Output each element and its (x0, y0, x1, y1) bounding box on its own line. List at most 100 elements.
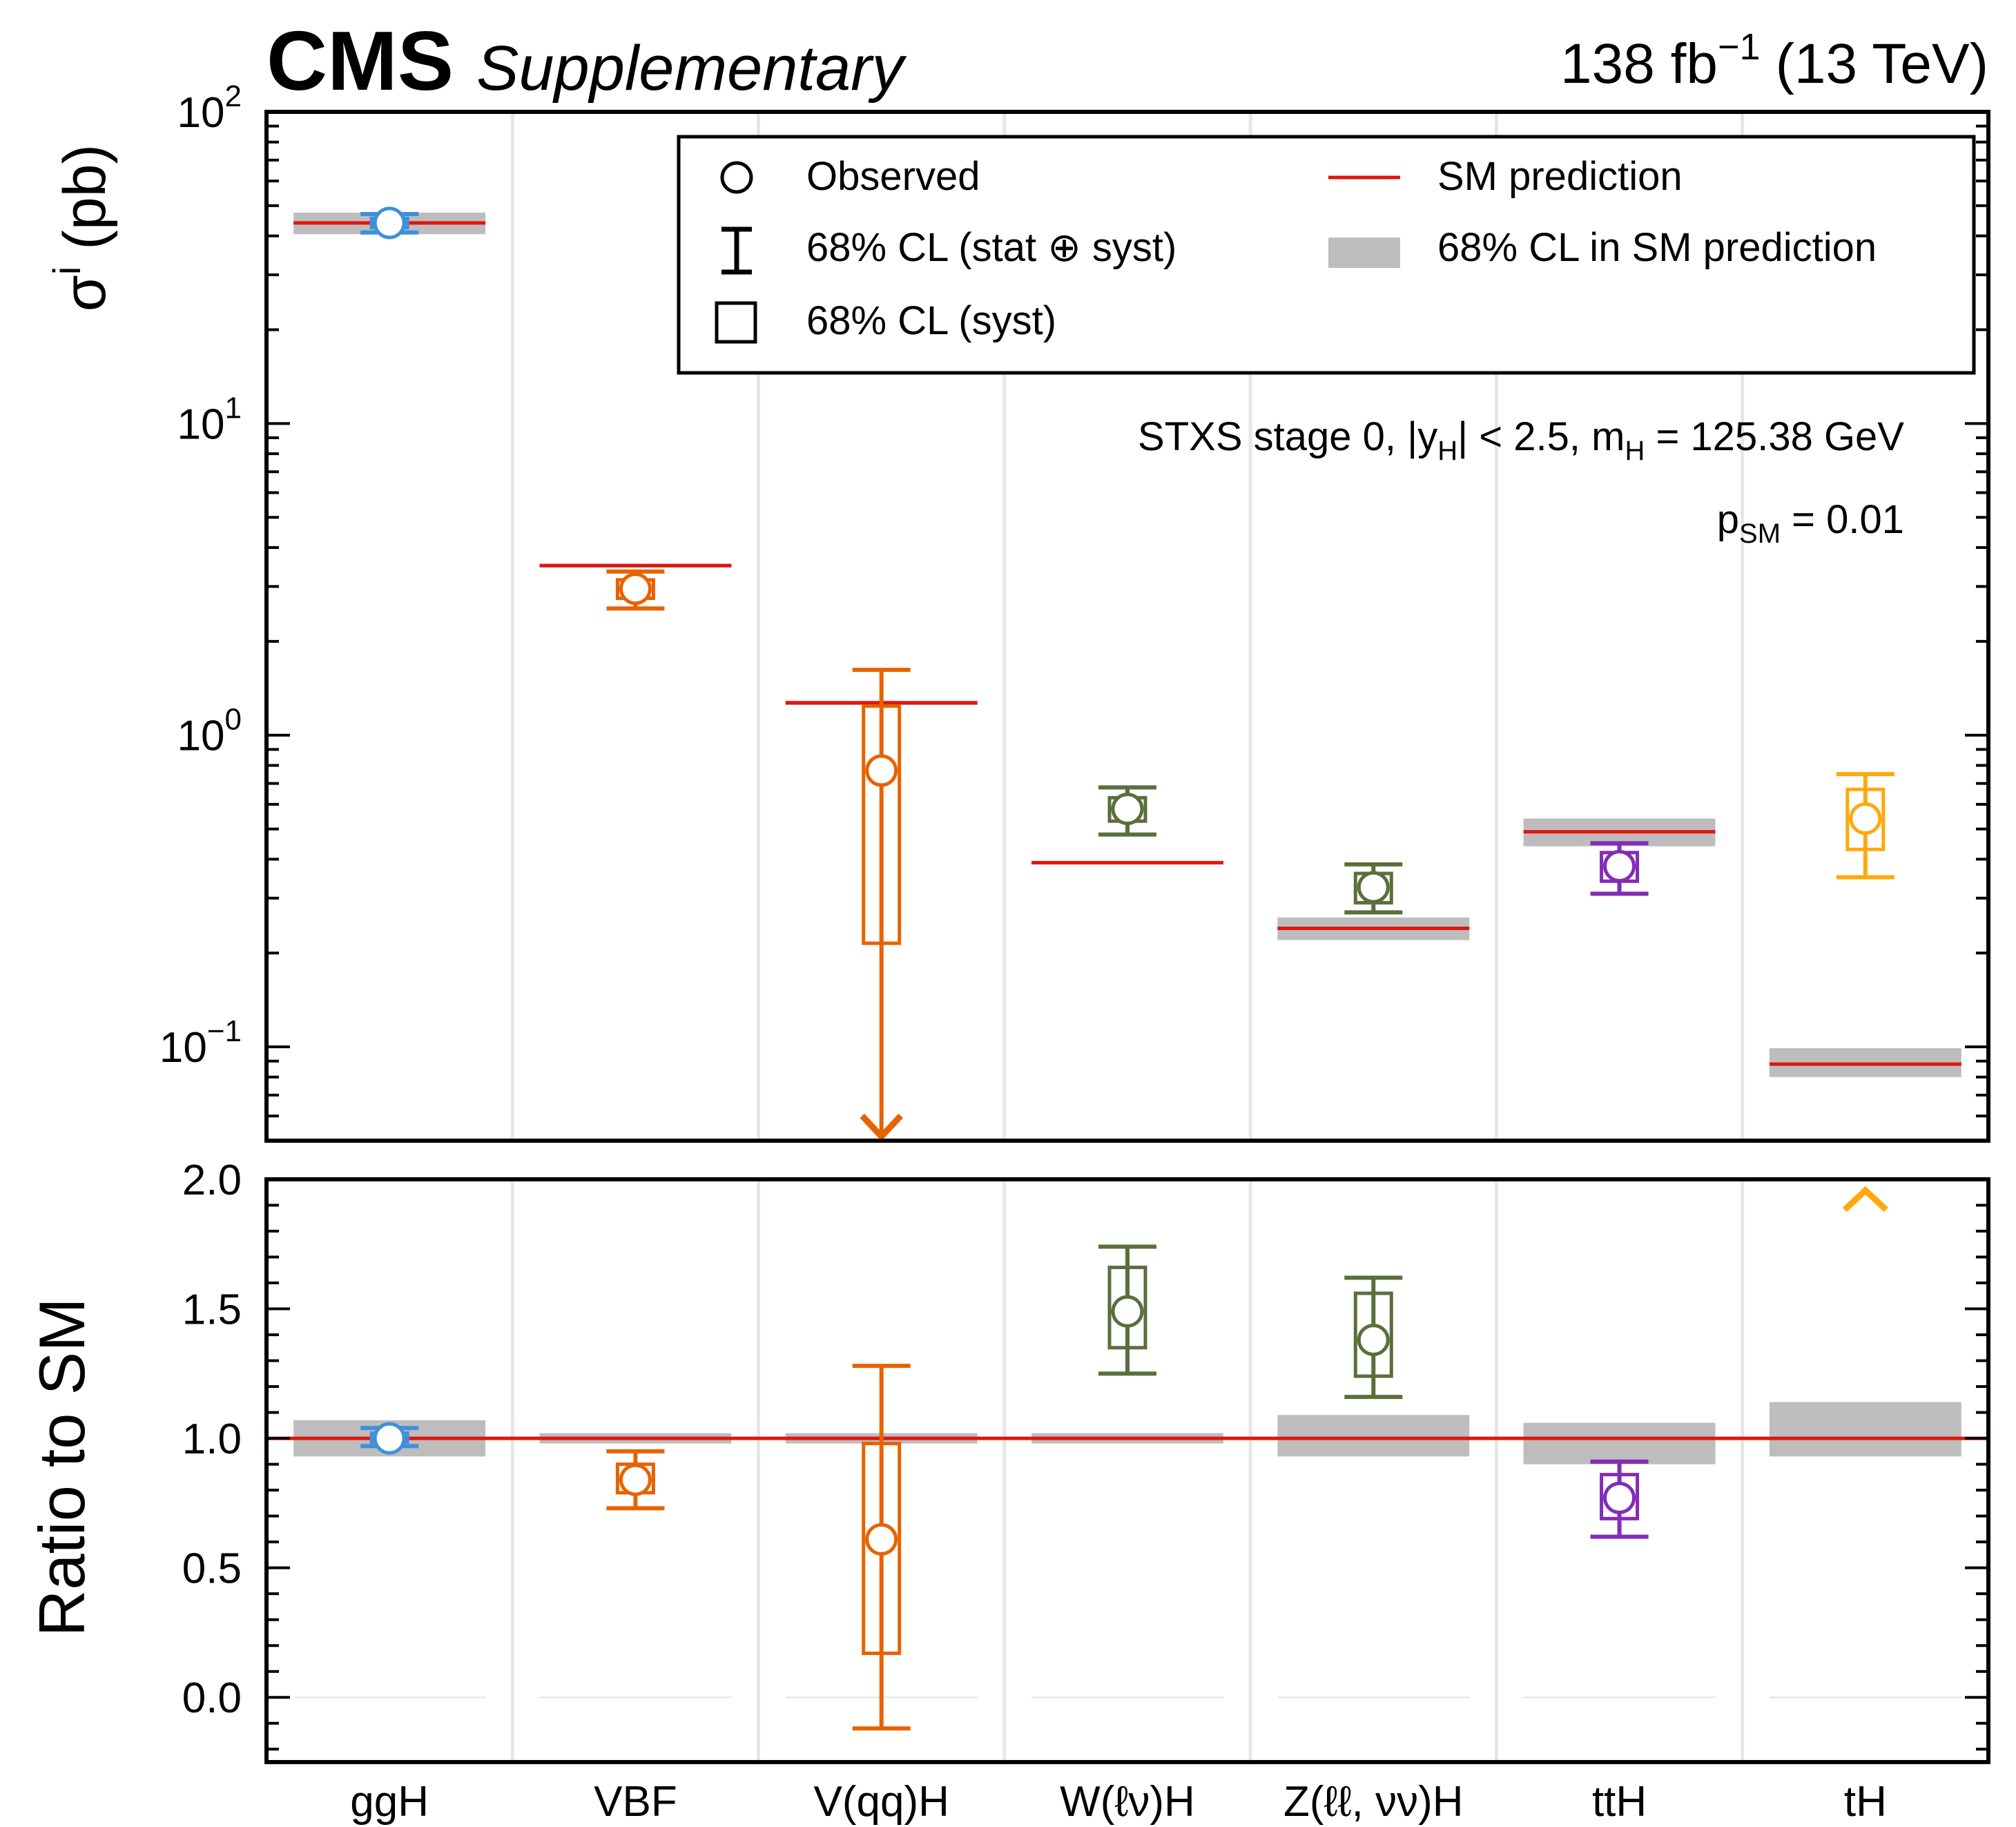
psm-text-a: p (1717, 497, 1739, 542)
top-observed-marker (865, 754, 898, 787)
top-point-1 (606, 569, 665, 611)
x-category-label: V(qq)H (814, 1778, 949, 1826)
psm-sub: SM (1739, 519, 1781, 549)
bottom-observed-marker (619, 1463, 652, 1496)
tick-exponent: 2 (225, 79, 242, 113)
x-category-label: tH (1844, 1778, 1887, 1826)
bottom-y-tick-label: 0.5 (182, 1545, 242, 1593)
stxs-text-c: = 125.38 GeV (1645, 414, 1904, 459)
bottom-point-3 (1098, 1244, 1156, 1376)
top-point-0 (360, 206, 419, 240)
top-observed-marker (1603, 849, 1636, 882)
stxs-text-a: STXS stage 0, |y (1138, 414, 1437, 459)
bottom-point-5 (1590, 1459, 1649, 1539)
bottom-y-tick-label: 2.0 (182, 1157, 242, 1204)
top-panel-frame (264, 110, 1990, 1143)
lumi-exponent: −1 (1718, 26, 1761, 68)
x-category-label: ggH (350, 1778, 429, 1826)
legend-observed-label: Observed (806, 154, 980, 199)
x-category-label: ttH (1592, 1778, 1647, 1826)
gridline-layer (293, 112, 1961, 1762)
bottom-y-tick-label: 0.0 (182, 1674, 242, 1722)
x-category-label: Z(ℓℓ, νν)H (1283, 1778, 1463, 1826)
top-observed-marker (619, 572, 652, 606)
stxs-text-b: | < 2.5, m (1457, 414, 1625, 459)
bottom-syst-box (862, 1442, 902, 1655)
bottom-observed-marker (865, 1522, 898, 1556)
top-observed-marker (1849, 802, 1882, 835)
bottom-y-axis-title: Ratio to SM (26, 1297, 98, 1636)
bottom-syst-box (1600, 1473, 1640, 1520)
x-category-label: VBF (594, 1778, 677, 1826)
stxs-sub-mh: H (1625, 436, 1645, 466)
legend: Observed 68% CL (stat ⊕ syst) 68% CL (sy… (677, 135, 1976, 375)
tick-exponent: 1 (225, 391, 242, 425)
top-point-6 (1836, 772, 1894, 880)
lumi-value: 138 fb (1560, 32, 1718, 95)
bottom-observed-marker (1603, 1481, 1636, 1514)
luminosity-label: 138 fb−1 (13 TeV) (1560, 26, 1988, 95)
tick-base: 10 (159, 1024, 207, 1072)
top-observed-marker (373, 206, 406, 240)
top-y-tick-label: 101 (177, 391, 242, 448)
bottom-point-1 (606, 1449, 665, 1511)
cms-logo: CMS (266, 14, 454, 108)
bottom-point-6 (1842, 1186, 1888, 1212)
top-observed-marker (1357, 871, 1390, 904)
legend-errorbar-marker (721, 226, 752, 275)
top-y-axis-title: σi (pb) (45, 144, 118, 311)
tick-base: 10 (177, 400, 225, 448)
top-observed-marker (1111, 793, 1144, 826)
top-y-tick-label: 100 (177, 703, 242, 760)
bottom-panel-frame (264, 1177, 1990, 1764)
x-category-label: W(ℓν)H (1060, 1778, 1195, 1826)
tick-base: 10 (177, 713, 225, 760)
top-syst-box (862, 704, 902, 945)
tick-base: 10 (177, 89, 225, 137)
bottom-syst-box (1107, 1266, 1147, 1350)
top-y-tick-label: 10−1 (159, 1014, 242, 1072)
top-y-axis-unit: (pb) (52, 144, 118, 267)
data-layer (360, 206, 1894, 1731)
bottom-sm-band (1277, 1415, 1470, 1457)
energy-label: (13 TeV) (1776, 32, 1988, 95)
bottom-y-tick-label: 1.0 (182, 1415, 242, 1463)
legend-sm-band-label: 68% CL in SM prediction (1437, 225, 1877, 270)
tick-exponent: 0 (225, 703, 242, 737)
stxs-sub-yh: H (1437, 436, 1457, 466)
bottom-point-2 (852, 1364, 911, 1731)
supplementary-label: Supplementary (476, 33, 907, 104)
top-syst-box (1845, 787, 1886, 851)
bottom-observed-marker (1111, 1295, 1144, 1328)
top-y-axis-sup: i (45, 267, 88, 275)
bottom-point-0 (360, 1422, 419, 1455)
top-point-3 (1098, 785, 1156, 837)
top-y-tick-label: 102 (177, 79, 242, 137)
legend-frame (677, 135, 1976, 375)
bottom-upper-limit-arrow (1842, 1186, 1888, 1212)
top-point-2 (852, 668, 911, 1141)
stxs-annotation: STXS stage 0, |yH| < 2.5, mH = 125.38 Ge… (1138, 414, 1904, 466)
axes-layer (264, 110, 1990, 1764)
bottom-point-4 (1344, 1275, 1403, 1400)
legend-observed-marker (720, 161, 753, 194)
top-y-axis-sigma: σ (52, 275, 118, 311)
top-point-5 (1590, 841, 1649, 896)
psm-annotation: pSM = 0.01 (1717, 497, 1904, 549)
legend-syst-cl-label: 68% CL (syst) (806, 298, 1056, 343)
top-point-4 (1344, 862, 1403, 915)
tick-exponent: −1 (207, 1014, 242, 1048)
bottom-observed-marker (1357, 1324, 1390, 1357)
top-lower-limit-arrow (860, 1113, 904, 1141)
bottom-y-tick-label: 1.5 (182, 1286, 242, 1334)
bottom-sm-band (1769, 1402, 1961, 1457)
bottom-syst-box (1353, 1291, 1393, 1378)
legend-total-cl-label: 68% CL (stat ⊕ syst) (806, 225, 1176, 270)
legend-sm-band-marker (1328, 238, 1400, 268)
psm-text-b: = 0.01 (1781, 497, 1904, 542)
legend-syst-box-marker (715, 301, 757, 344)
bottom-sm-band (1523, 1422, 1716, 1464)
legend-sm-label: SM prediction (1437, 154, 1683, 199)
